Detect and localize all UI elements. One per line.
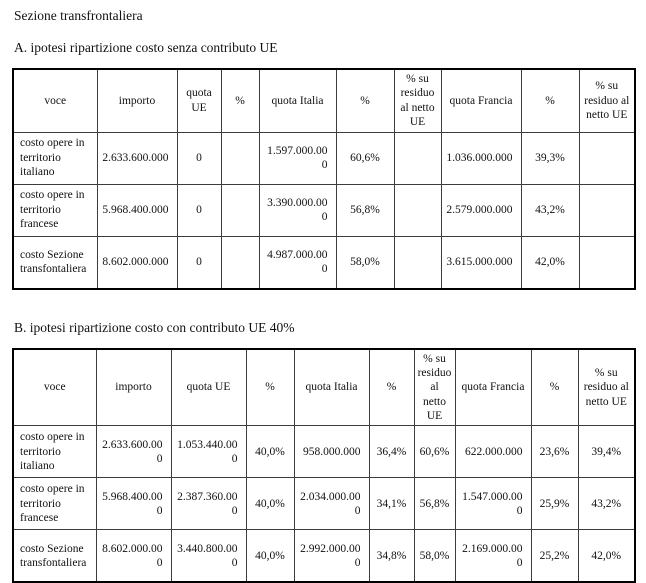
column-header: % (521, 69, 579, 132)
row-label: costo opere in territorio francese (13, 184, 97, 236)
table-cell (221, 236, 259, 289)
table-cell: 0 (177, 132, 221, 184)
table-cell: 8.602.000.000 (96, 530, 171, 583)
column-header: % su residuo al netto UE (579, 69, 635, 132)
page-title: Sezione transfrontaliera (14, 8, 634, 24)
table-cell: 2.387.360.000 (171, 478, 246, 530)
table-cell: 2.992.000.000 (294, 530, 369, 583)
table-cell: 2.169.000.000 (455, 530, 531, 583)
table-cell: 34,1% (369, 478, 414, 530)
column-header: voce (13, 69, 97, 132)
column-header: quota Francia (455, 349, 531, 426)
row-label: costo opere in territorio francese (13, 478, 96, 530)
table-cell: 1.036.000.000 (441, 132, 521, 184)
table-cell: 40,0% (246, 478, 294, 530)
column-header: quota Italia (259, 69, 336, 132)
table-cell: 0 (177, 236, 221, 289)
table-cell: 40,0% (246, 426, 294, 478)
table-cell: 1.053.440.000 (171, 426, 246, 478)
column-header: quota UE (177, 69, 221, 132)
table-cell (579, 132, 635, 184)
column-header: importo (96, 349, 171, 426)
column-header: importo (97, 69, 177, 132)
column-header: % su residuo al netto UE (578, 349, 635, 426)
row-label: costo Sezione transfontaliera (13, 236, 97, 289)
table-cell: 3.440.800.000 (171, 530, 246, 583)
column-header: quota Italia (294, 349, 369, 426)
table-cell (394, 132, 441, 184)
table-cell: 5.968.400.000 (96, 478, 171, 530)
table-cell: 3.390.000.000 (259, 184, 336, 236)
table-cell: 3.615.000.000 (441, 236, 521, 289)
table-cell: 43,2% (521, 184, 579, 236)
table-cell: 60,6% (336, 132, 394, 184)
table-cell (579, 184, 635, 236)
column-header: quota Francia (441, 69, 521, 132)
table-cell: 1.547.000.000 (455, 478, 531, 530)
table-cell: 36,4% (369, 426, 414, 478)
table-cell (394, 184, 441, 236)
table-cell: 5.968.400.000 (97, 184, 177, 236)
column-header: % (246, 349, 294, 426)
column-header: % (531, 349, 578, 426)
table-cell: 25,2% (531, 530, 578, 583)
table-cell: 1.597.000.000 (259, 132, 336, 184)
table-cell: 42,0% (578, 530, 635, 583)
table-cell: 42,0% (521, 236, 579, 289)
table-cell: 56,8% (336, 184, 394, 236)
table-cell: 622.000.000 (455, 426, 531, 478)
column-header: % (369, 349, 414, 426)
table-cell: 4.987.000.000 (259, 236, 336, 289)
table-cell: 56,8% (414, 478, 455, 530)
table-cell (579, 236, 635, 289)
section-b-heading: B. ipotesi ripartizione costo con contri… (14, 320, 634, 336)
table-cell: 39,3% (521, 132, 579, 184)
table-cell: 58,0% (336, 236, 394, 289)
table-cell: 34,8% (369, 530, 414, 583)
table-cell: 0 (177, 184, 221, 236)
table-cell: 23,6% (531, 426, 578, 478)
table-cell: 25,9% (531, 478, 578, 530)
table-cell: 2.579.000.000 (441, 184, 521, 236)
table-cell: 8.602.000.000 (97, 236, 177, 289)
column-header: voce (13, 349, 96, 426)
table-cell (221, 132, 259, 184)
table-cell: 43,2% (578, 478, 635, 530)
row-label: costo opere in territorio italiano (13, 426, 96, 478)
table-cell: 39,4% (578, 426, 635, 478)
table-cell: 58,0% (414, 530, 455, 583)
column-header: % (221, 69, 259, 132)
table-cell: 40,0% (246, 530, 294, 583)
table-cell: 2.633.600.000 (97, 132, 177, 184)
column-header: % su residuo al netto UE (394, 69, 441, 132)
section-a-heading: A. ipotesi ripartizione costo senza cont… (14, 40, 634, 56)
column-header: % (336, 69, 394, 132)
column-header: % su residuo al netto UE (414, 349, 455, 426)
row-label: costo Sezione transfontaliera (13, 530, 96, 583)
table-cell: 2.633.600.000 (96, 426, 171, 478)
table-cell: 2.034.000.000 (294, 478, 369, 530)
column-header: quota UE (171, 349, 246, 426)
table-cell: 958.000.000 (294, 426, 369, 478)
table-cell: 60,6% (414, 426, 455, 478)
table-cell (394, 236, 441, 289)
table-cell (221, 184, 259, 236)
row-label: costo opere in territorio italiano (13, 132, 97, 184)
